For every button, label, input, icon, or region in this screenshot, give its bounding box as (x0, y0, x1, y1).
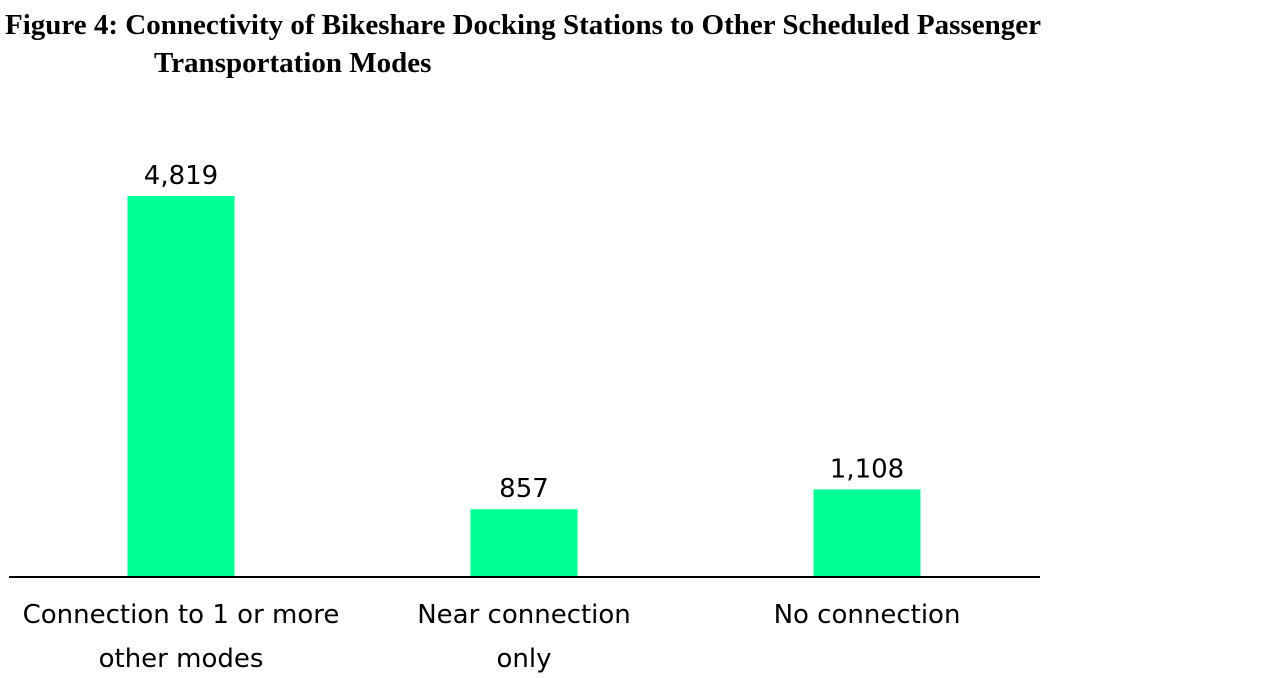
figure-title-line-2: Transportation Modes (154, 47, 432, 79)
figure-title: Figure 4: Connectivity of Bikeshare Dock… (5, 6, 1280, 82)
x-tick-label-1-line-2: other modes (99, 644, 264, 674)
x-tick-label-2-line-2: only (497, 644, 552, 674)
x-tick-label-2-line-1: Near connection (417, 600, 631, 630)
x-tick-label-3-line-1: No connection (774, 600, 961, 630)
bar-3 (813, 489, 921, 577)
bar-1 (127, 196, 235, 577)
x-tick-label-1-line-1: Connection to 1 or more (23, 600, 340, 630)
data-label-3: 1,108 (830, 454, 904, 484)
data-label-2: 857 (499, 474, 549, 504)
data-label-1: 4,819 (144, 161, 218, 191)
figure-title-line-1: Figure 4: Connectivity of Bikeshare Dock… (5, 9, 1041, 41)
bar-2 (470, 509, 578, 577)
